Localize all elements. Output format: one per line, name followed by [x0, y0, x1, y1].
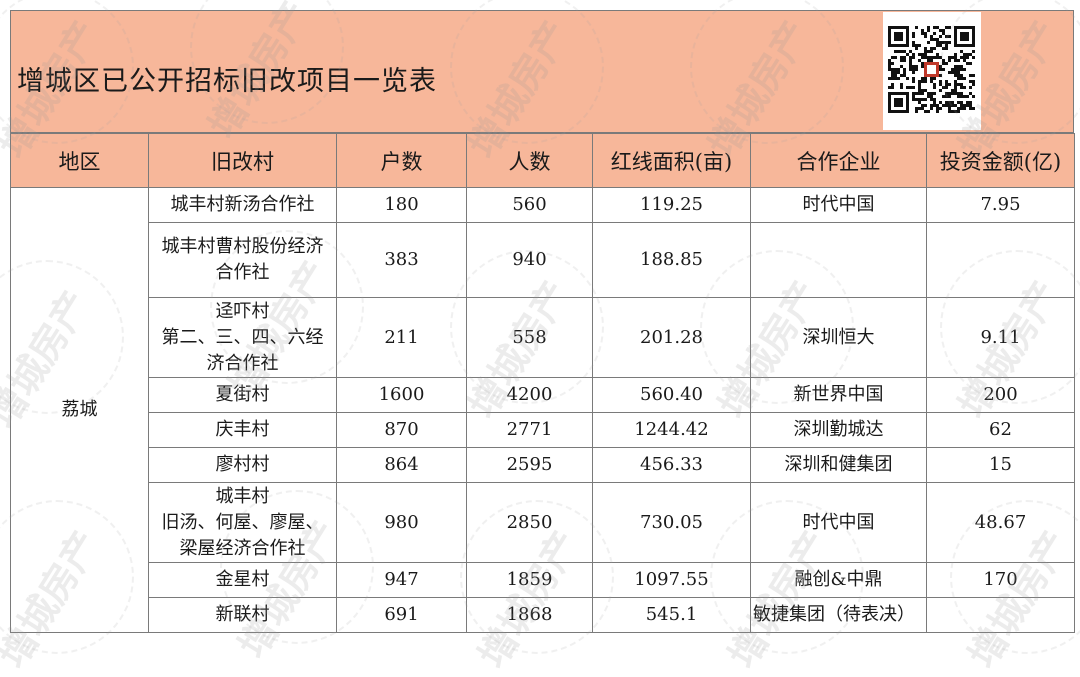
- households-cell: 180: [336, 187, 467, 223]
- village-line: 迳吓村: [215, 300, 270, 322]
- company-cell: 融创&中鼎: [750, 562, 927, 598]
- company-cell: 新世界中国: [750, 377, 927, 413]
- area-cell: 201.28: [592, 297, 751, 378]
- people-cell: 1859: [466, 562, 593, 598]
- area-cell: 1097.55: [592, 562, 751, 598]
- area-cell: 545.1: [592, 597, 751, 633]
- households-cell: 870: [336, 412, 467, 448]
- village-line: 旧汤、何屋、廖屋、: [161, 511, 324, 533]
- table-row: 城丰村 旧汤、何屋、廖屋、 梁屋经济合作社 980 2850 730.05 时代中国 48.6…: [11, 482, 1075, 563]
- village-line: 城丰村新汤合作社: [170, 194, 315, 215]
- investment-cell: 48.67: [926, 482, 1075, 563]
- households-cell: 864: [336, 447, 467, 483]
- households-cell: 383: [336, 222, 467, 298]
- company-cell: 深圳恒大: [750, 297, 927, 378]
- households-cell: 211: [336, 297, 467, 378]
- people-cell: 1868: [466, 597, 593, 633]
- company-cell: 深圳和健集团: [750, 447, 927, 483]
- company-cell: 时代中国: [750, 187, 927, 223]
- col-header-households: 户数: [336, 133, 467, 188]
- table-row: 廖村村 864 2595 456.33 深圳和健集团 15: [11, 447, 1075, 483]
- village-cell: 庆丰村: [148, 412, 337, 448]
- investment-cell: 7.95: [926, 187, 1075, 223]
- col-header-company: 合作企业: [750, 133, 927, 188]
- village-cell: 城丰村曹村股份经济 合作社: [148, 222, 337, 298]
- col-header-village: 旧改村: [148, 133, 337, 188]
- people-cell: 2850: [466, 482, 593, 563]
- table-row: 迳吓村 第二、三、四、六经 济合作社 211 558 201.28 深圳恒大 9.11: [11, 297, 1075, 378]
- households-cell: 980: [336, 482, 467, 563]
- table-row: 夏街村 1600 4200 560.40 新世界中国 200: [11, 377, 1075, 413]
- qr-code-icon: [888, 26, 975, 113]
- village-cell: 城丰村旧汤、何屋、廖屋、 梁屋经济合作社: [148, 482, 337, 563]
- company-cell: 时代中国: [750, 482, 927, 563]
- people-cell: 4200: [466, 377, 593, 413]
- table-row: 庆丰村 870 2771 1244.42 深圳勤城达 62: [11, 412, 1075, 448]
- households-cell: 947: [336, 562, 467, 598]
- village-line: 夏街村: [215, 384, 270, 405]
- page-title: 增城区已公开招标旧改项目一览表: [17, 66, 437, 97]
- company-cell: [750, 222, 927, 298]
- village-cell: 夏街村: [148, 377, 337, 413]
- col-header-investment: 投资金额(亿): [926, 133, 1075, 188]
- table-row: 城丰村曹村股份经济 合作社 383 940 188.85: [11, 222, 1075, 298]
- investment-cell: 62: [926, 412, 1075, 448]
- col-header-region: 地区: [10, 133, 149, 188]
- table-row: 金星村 947 1859 1097.55 融创&中鼎 170: [11, 562, 1075, 598]
- table-header-row: 地区 旧改村 户数 人数 红线面积(亩) 合作企业 投资金额(亿): [10, 133, 1075, 188]
- area-cell: 560.40: [592, 377, 751, 413]
- investment-cell: [926, 597, 1075, 633]
- area-cell: 1244.42: [592, 412, 751, 448]
- village-line: 金星村: [215, 569, 270, 590]
- table-row: 荔城 城丰村新汤合作社 180 560 119.25 时代中国 7.95: [10, 187, 1075, 633]
- table-row: 新联村 691 1868 545.1 敏捷集团（待表决）: [11, 597, 1075, 633]
- households-cell: 691: [336, 597, 467, 633]
- village-cell: 金星村: [148, 562, 337, 598]
- area-cell: 730.05: [592, 482, 751, 563]
- col-header-area: 红线面积(亩): [592, 133, 751, 188]
- qr-code: [883, 12, 981, 130]
- people-cell: 2771: [466, 412, 593, 448]
- investment-cell: [926, 222, 1075, 298]
- village-line: 城丰村曹村股份经济: [161, 236, 324, 257]
- col-header-people: 人数: [466, 133, 593, 188]
- village-cell: 迳吓村第二、三、四、六经 济合作社: [148, 297, 337, 378]
- project-table: 地区 旧改村 户数 人数 红线面积(亩) 合作企业 投资金额(亿) 荔城 城丰村新…: [10, 133, 1075, 633]
- village-line: 梁屋经济合作社: [179, 537, 306, 559]
- investment-cell: 9.11: [926, 297, 1075, 378]
- area-cell: 188.85: [592, 222, 751, 298]
- people-cell: 558: [466, 297, 593, 378]
- village-line: 新联村: [215, 604, 270, 625]
- people-cell: 2595: [466, 447, 593, 483]
- village-line: 济合作社: [206, 352, 279, 374]
- area-cell: 456.33: [592, 447, 751, 483]
- households-cell: 1600: [336, 377, 467, 413]
- investment-cell: 200: [926, 377, 1075, 413]
- company-cell: 敏捷集团（待表决）: [750, 597, 927, 633]
- village-line: 第二、三、四、六经: [161, 326, 324, 348]
- people-cell: 560: [466, 187, 593, 223]
- village-line: 廖村村: [215, 454, 270, 475]
- village-line: 庆丰村: [215, 419, 270, 440]
- village-cell: 廖村村: [148, 447, 337, 483]
- village-line: 城丰村: [215, 485, 270, 507]
- investment-cell: 170: [926, 562, 1075, 598]
- region-cell: 荔城: [10, 187, 149, 633]
- company-cell: 深圳勤城达: [750, 412, 927, 448]
- area-cell: 119.25: [592, 187, 751, 223]
- investment-cell: 15: [926, 447, 1075, 483]
- people-cell: 940: [466, 222, 593, 298]
- village-cell: 城丰村新汤合作社: [148, 187, 337, 223]
- village-cell: 新联村: [148, 597, 337, 633]
- village-line: 合作社: [215, 262, 270, 283]
